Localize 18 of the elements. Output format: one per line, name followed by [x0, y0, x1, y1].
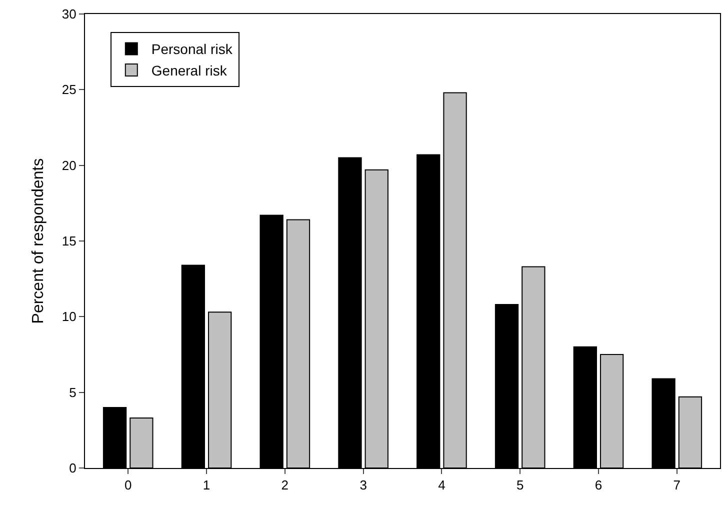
y-axis-title: Percent of respondents — [30, 158, 47, 324]
legend-label: General risk — [151, 62, 228, 78]
y-tick-label: 10 — [62, 309, 76, 324]
x-tick-label: 6 — [594, 478, 602, 493]
x-tick-label: 1 — [202, 478, 210, 493]
y-tick-label: 15 — [62, 234, 76, 249]
y-tick-label: 25 — [62, 82, 76, 98]
x-tick-label: 0 — [124, 478, 132, 493]
y-tick-label: 30 — [62, 6, 76, 22]
legend-label: Personal risk — [151, 41, 234, 58]
y-tick-label: 20 — [62, 158, 76, 173]
x-tick-label: 4 — [438, 478, 446, 493]
x-tick-label: 7 — [673, 478, 680, 493]
x-tick-label: 5 — [516, 478, 524, 493]
x-tick-label: 2 — [281, 478, 289, 493]
x-tick-label: 3 — [360, 478, 367, 493]
y-tick-label: 5 — [69, 384, 76, 400]
y-tick-label: 0 — [69, 460, 76, 476]
